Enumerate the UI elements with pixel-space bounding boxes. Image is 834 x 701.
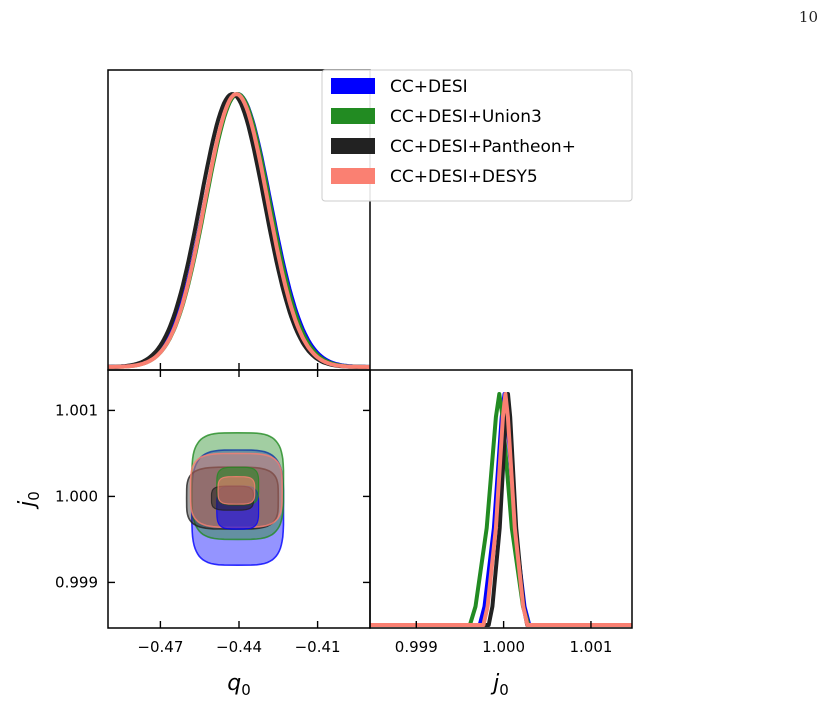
legend-label-3: CC+DESI+DESY5 [390, 167, 538, 187]
legend-swatch-0 [331, 78, 375, 94]
j0-x-tick-label-1: 1.000 [482, 638, 525, 656]
j0-curve-3 [370, 392, 632, 627]
j0-tick-label-0: 0.999 [55, 573, 98, 591]
legend-label-2: CC+DESI+Pantheon+ [390, 137, 576, 157]
contour-inner-3 [217, 475, 256, 505]
legend-swatch-2 [331, 138, 375, 154]
j0-x-tick-label-0: 0.999 [395, 638, 438, 656]
q0-tick-label-1: −0.44 [216, 638, 262, 656]
page-number: 10 [798, 8, 818, 26]
legend-swatch-1 [331, 108, 375, 124]
j0-x-tick-label-2: 1.001 [569, 638, 612, 656]
legend-label-0: CC+DESI [390, 77, 468, 97]
q0-curve-3 [107, 92, 371, 369]
q0-axis-label: q0 [227, 671, 251, 699]
j0-tick-label-1: 1.000 [55, 487, 98, 505]
q0-tick-label-0: −0.47 [137, 638, 183, 656]
j0-y-axis-label: j0 [15, 491, 43, 510]
legend-box [321, 69, 633, 202]
legend-label-1: CC+DESI+Union3 [390, 107, 542, 127]
j0-tick-label-2: 1.001 [55, 401, 98, 419]
tick-layer: −0.47 −0.44 −0.41 0.999 1.000 1.001 0.999 1.000… [15, 363, 612, 699]
q0-marginal-curves [107, 92, 371, 369]
j0-marginal-curves [370, 392, 632, 627]
legend-swatch-3 [331, 168, 375, 184]
contour-layer [185, 431, 285, 567]
j0-marginal-frame [369, 369, 633, 629]
q0-tick-label-2: −0.41 [295, 638, 341, 656]
legend: CC+DESI CC+DESI+Union3 CC+DESI+Pantheon+ CC… [321, 69, 633, 202]
j0-x-axis-label: j0 [490, 671, 509, 699]
